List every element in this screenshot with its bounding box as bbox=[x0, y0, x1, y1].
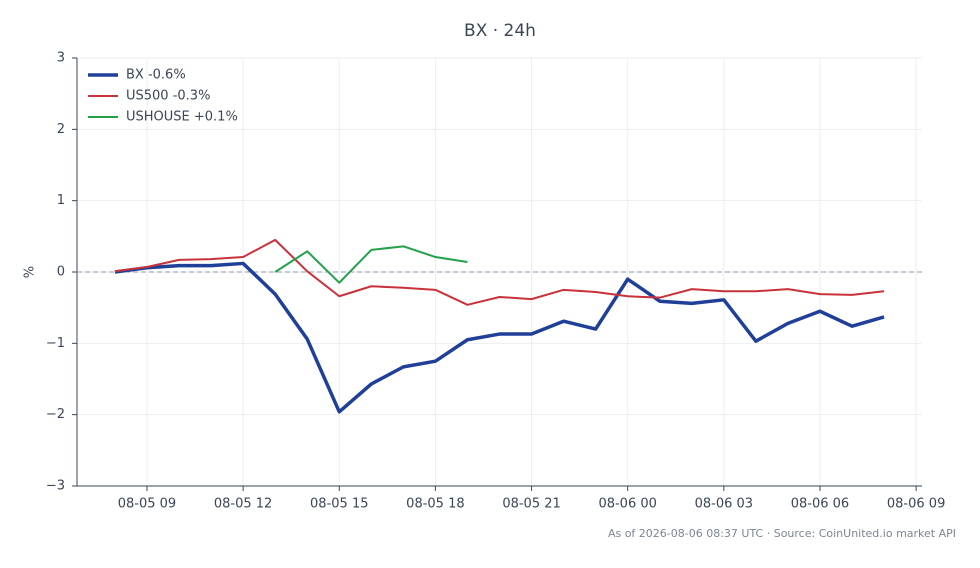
x-tick-label: 08-05 12 bbox=[214, 497, 272, 512]
x-tick-label: 08-06 06 bbox=[791, 497, 849, 512]
x-tick-label: 08-06 00 bbox=[598, 497, 656, 512]
footnote: As of 2026-08-06 08:37 UTC · Source: Coi… bbox=[608, 527, 956, 540]
series-line bbox=[114, 261, 885, 414]
y-axis-label: % bbox=[23, 266, 38, 278]
y-tick-label: 1 bbox=[57, 193, 65, 208]
x-tick-label: 08-05 15 bbox=[310, 497, 368, 512]
x-tick-label: 08-06 09 bbox=[887, 497, 945, 512]
series-line bbox=[114, 238, 885, 306]
legend-label: US500 -0.3% bbox=[126, 89, 210, 104]
series-line bbox=[274, 245, 468, 284]
legend-label: BX -0.6% bbox=[126, 68, 186, 83]
x-tick-label: 08-05 09 bbox=[118, 497, 176, 512]
y-tick-label: −1 bbox=[46, 336, 65, 351]
y-tick-label: 2 bbox=[57, 122, 65, 137]
y-tick-label: 3 bbox=[57, 51, 65, 66]
legend-label: USHOUSE +0.1% bbox=[126, 110, 238, 125]
chart-title: BX · 24h bbox=[464, 21, 536, 41]
y-tick-label: −2 bbox=[46, 407, 65, 422]
x-tick-label: 08-05 18 bbox=[406, 497, 464, 512]
y-tick-label: 0 bbox=[57, 265, 65, 280]
x-tick-label: 08-05 21 bbox=[502, 497, 560, 512]
x-tick-label: 08-06 03 bbox=[695, 497, 753, 512]
y-tick-label: −3 bbox=[46, 479, 65, 494]
